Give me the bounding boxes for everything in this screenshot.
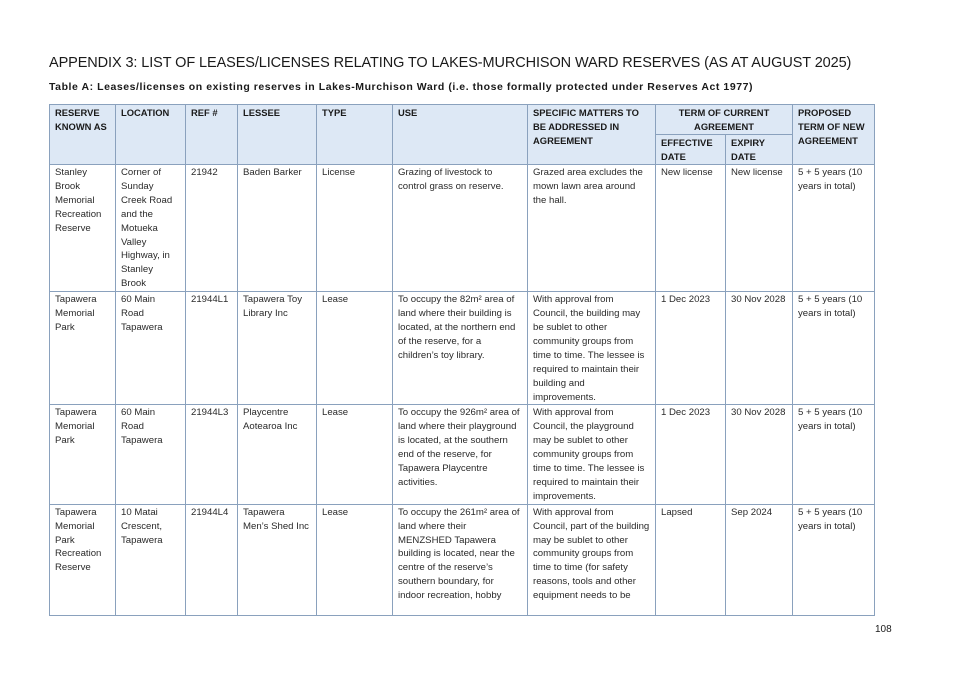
- cell-lessee: Tapawera Toy Library Inc: [237, 291, 317, 406]
- cell-type: Lease: [316, 503, 393, 616]
- cell-matters: With approval from Council, the playgrou…: [527, 404, 656, 505]
- cell-matters: Grazed area excludes the mown lawn area …: [527, 163, 656, 293]
- cell-use: To occupy the 926m² area of land where t…: [392, 404, 528, 505]
- table-row: Stanley Brook Memorial Recreation Reserv…: [49, 163, 875, 293]
- cell-matters: With approval from Council, the building…: [527, 291, 656, 406]
- header-ref: REF #: [185, 104, 238, 165]
- cell-expiry-date: 30 Nov 2028: [725, 404, 793, 505]
- header-type: TYPE: [316, 104, 393, 165]
- cell-use: To occupy the 261m² area of land where t…: [392, 503, 528, 616]
- cell-reserve: Tapawera Memorial Park Recreation Reserv…: [49, 503, 116, 616]
- header-use: USE: [392, 104, 528, 165]
- cell-effective-date: 1 Dec 2023: [655, 291, 726, 406]
- table-row: Tapawera Memorial Park Recreation Reserv…: [49, 503, 875, 616]
- cell-effective-date: 1 Dec 2023: [655, 404, 726, 505]
- cell-reserve: Tapawera Memorial Park: [49, 404, 116, 505]
- cell-effective-date: Lapsed: [655, 503, 726, 616]
- cell-use: To occupy the 82m² area of land where th…: [392, 291, 528, 406]
- cell-proposed-term: 5 + 5 years (10 years in total): [792, 163, 875, 293]
- leases-table: RESERVE KNOWN AS LOCATION REF # LESSEE T…: [49, 104, 875, 616]
- cell-type: Lease: [316, 291, 393, 406]
- cell-matters: With approval from Council, part of the …: [527, 503, 656, 616]
- cell-expiry-date: New license: [725, 163, 793, 293]
- header-matters: SPECIFIC MATTERS TO BE ADDRESSED IN AGRE…: [527, 104, 656, 165]
- cell-type: Lease: [316, 404, 393, 505]
- cell-ref: 21944L4: [185, 503, 238, 616]
- cell-proposed-term: 5 + 5 years (10 years in total): [792, 404, 875, 505]
- cell-ref: 21942: [185, 163, 238, 293]
- cell-location: 60 Main Road Tapawera: [115, 291, 186, 406]
- header-effective-date: EFFECTIVE DATE: [655, 134, 726, 165]
- cell-location: Corner of Sunday Creek Road and the Motu…: [115, 163, 186, 293]
- table-title: Table A: Leases/licenses on existing res…: [49, 81, 754, 93]
- cell-type: License: [316, 163, 393, 293]
- header-lessee: LESSEE: [237, 104, 317, 165]
- cell-proposed-term: 5 + 5 years (10 years in total): [792, 291, 875, 406]
- cell-proposed-term: 5 + 5 years (10 years in total): [792, 503, 875, 616]
- cell-lessee: Tapawera Men’s Shed Inc: [237, 503, 317, 616]
- table-row: Tapawera Memorial Park 60 Main Road Tapa…: [49, 404, 875, 505]
- header-proposed: PROPOSED TERM OF NEW AGREEMENT: [792, 104, 875, 165]
- cell-ref: 21944L1: [185, 291, 238, 406]
- cell-lessee: Playcentre Aotearoa Inc: [237, 404, 317, 505]
- page-number: 108: [875, 624, 892, 635]
- cell-effective-date: New license: [655, 163, 726, 293]
- cell-location: 60 Main Road Tapawera: [115, 404, 186, 505]
- cell-ref: 21944L3: [185, 404, 238, 505]
- header-expiry-date: EXPIRY DATE: [725, 134, 793, 165]
- header-location: LOCATION: [115, 104, 186, 165]
- cell-location: 10 Matai Crescent, Tapawera: [115, 503, 186, 616]
- cell-reserve: Stanley Brook Memorial Recreation Reserv…: [49, 163, 116, 293]
- cell-lessee: Baden Barker: [237, 163, 317, 293]
- cell-expiry-date: 30 Nov 2028: [725, 291, 793, 406]
- cell-expiry-date: Sep 2024: [725, 503, 793, 616]
- table-row: Tapawera Memorial Park 60 Main Road Tapa…: [49, 291, 875, 406]
- header-reserve: RESERVE KNOWN AS: [49, 104, 116, 165]
- appendix-title: APPENDIX 3: LIST OF LEASES/LICENSES RELA…: [49, 55, 852, 71]
- header-term-current: TERM OF CURRENT AGREEMENT: [655, 104, 793, 135]
- cell-use: Grazing of livestock to control grass on…: [392, 163, 528, 293]
- cell-reserve: Tapawera Memorial Park: [49, 291, 116, 406]
